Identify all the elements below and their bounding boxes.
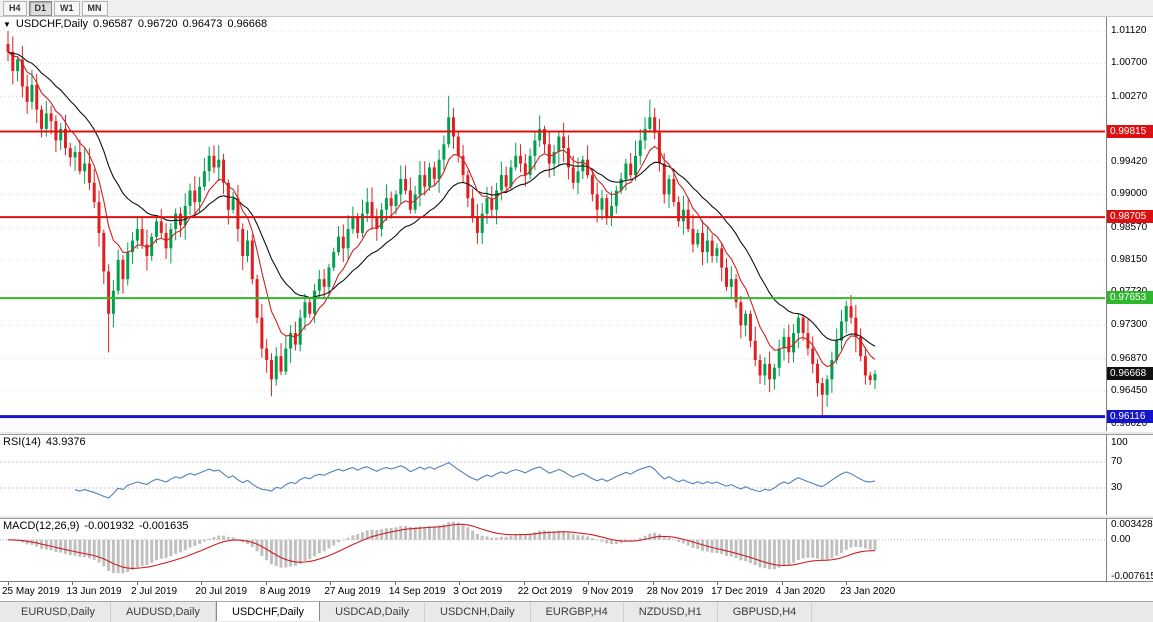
level-price-badge: 0.97653: [1107, 291, 1153, 305]
price-tick-label: 0.99000: [1111, 188, 1148, 200]
chart-tab-bar: EURUSD,Daily AUDUSD,Daily USDCHF,Daily USDC…: [0, 601, 1153, 622]
macd-axis-label: 0.003428: [1111, 519, 1153, 530]
rsi-axis-label: 100: [1111, 436, 1128, 448]
date-tick: [523, 582, 525, 585]
ohlc-low: 0.96473: [182, 18, 223, 30]
chart-symbol-period: USDCHF,Daily: [15, 18, 89, 30]
rsi-canvas[interactable]: [0, 435, 1105, 515]
level-price-badge: 0.98705: [1107, 210, 1153, 224]
price-gridlines: [0, 30, 1105, 425]
panel-splitter[interactable]: [0, 431, 1153, 435]
chart-tab-eurusd-daily[interactable]: EURUSD,Daily: [6, 602, 111, 622]
date-label: 17 Dec 2019: [711, 586, 768, 597]
date-tick: [717, 582, 719, 585]
date-label: 13 Jun 2019: [66, 586, 122, 597]
date-tick: [201, 582, 203, 585]
rsi-label: RSI(14): [3, 436, 41, 448]
date-label: 9 Nov 2019: [582, 586, 634, 597]
date-label: 20 Jul 2019: [195, 586, 248, 597]
chart-tab-eurgbp-h4[interactable]: EURGBP,H4: [531, 602, 624, 622]
date-tick: [8, 582, 9, 585]
price-tick-label: 1.01120: [1111, 25, 1147, 36]
date-label: 14 Sep 2019: [388, 586, 446, 597]
current-price-badge: 0.96668: [1107, 367, 1153, 381]
timeframe-button-w1[interactable]: W1: [54, 0, 80, 16]
level-price-badge: 0.96116: [1107, 409, 1153, 423]
timeframe-button-mn[interactable]: MN: [81, 0, 108, 16]
candles: [6, 31, 877, 416]
date-label: 2 Jul 2019: [130, 586, 178, 597]
price-tick-label: 0.96870: [1111, 352, 1148, 364]
price-tick-label: 0.97300: [1111, 319, 1148, 331]
chart-ohlc-header: ▼ USDCHF,Daily 0.96587 0.96720 0.96473 0…: [3, 18, 267, 30]
rsi-axis[interactable]: 100 70 30: [1106, 435, 1153, 515]
level-price-badge: 0.99815: [1107, 124, 1153, 138]
timeframe-toolbar: H4 D1 W1 MN: [0, 0, 1153, 17]
timeframe-button-d1[interactable]: D1: [28, 0, 53, 16]
date-tick: [136, 582, 138, 585]
chart-tab-gbpusd-h4[interactable]: GBPUSD,H4: [718, 602, 813, 622]
ohlc-open: 0.96587: [93, 18, 133, 30]
date-label: 25 May 2019: [2, 586, 60, 597]
macd-signal-line: [7, 523, 876, 569]
ma-fast-line: [7, 51, 876, 368]
price-axis[interactable]: 1.01120 1.00700 1.00270 0.99420 0.99000 0.985…: [1106, 17, 1153, 431]
macd-axis-label: 0.00: [1111, 533, 1131, 545]
rsi-line: [74, 461, 876, 499]
date-tick: [459, 582, 461, 585]
date-label: 3 Oct 2019: [453, 586, 503, 597]
macd-canvas[interactable]: [0, 519, 1105, 581]
timeframe-button-h4[interactable]: H4: [3, 0, 27, 16]
date-tick: [394, 582, 396, 585]
date-label: 8 Aug 2019: [259, 586, 311, 597]
date-tick: [588, 582, 590, 585]
date-tick: [330, 582, 332, 585]
date-label: 28 Nov 2019: [646, 586, 704, 597]
date-label: 27 Aug 2019: [324, 586, 381, 597]
macd-signal-value: -0.001635: [138, 520, 189, 532]
macd-axis-label: -0.007615: [1111, 571, 1153, 582]
date-label: 4 Jan 2020: [775, 586, 826, 597]
chart-tab-usdcnh-daily[interactable]: USDCNH,Daily: [425, 602, 531, 622]
rsi-header: RSI(14) 43.9376: [3, 436, 86, 448]
date-tick: [72, 582, 74, 585]
time-axis[interactable]: 25 May 2019 13 Jun 2019 2 Jul 2019 20 Jul 2…: [0, 581, 1153, 601]
chart-tab-nzdusd-h1[interactable]: NZDUSD,H1: [624, 602, 718, 622]
chart-tab-usdchf-daily[interactable]: USDCHF,Daily: [215, 602, 321, 621]
price-tick-label: 1.00270: [1111, 90, 1148, 102]
date-tick: [781, 582, 783, 585]
price-chart-canvas[interactable]: [0, 17, 1105, 431]
chart-tab-usdcad-daily[interactable]: USDCAD,Daily: [320, 602, 426, 622]
date-tick: [265, 582, 267, 585]
rsi-value: 43.9376: [45, 436, 86, 448]
macd-main-value: -0.001932: [84, 520, 134, 532]
macd-histogram: [6, 521, 877, 574]
panel-splitter[interactable]: [0, 515, 1153, 519]
macd-header: MACD(12,26,9) -0.001932 -0.001635: [3, 520, 189, 532]
price-tick-label: 0.98570: [1111, 221, 1148, 233]
price-chart-panel[interactable]: ▼ USDCHF,Daily 0.96587 0.96720 0.96473 0…: [0, 17, 1153, 431]
macd-panel[interactable]: MACD(12,26,9) -0.001932 -0.001635 0.0034…: [0, 519, 1153, 582]
ma-slow-line: [7, 51, 876, 347]
date-label: 22 Oct 2019: [517, 586, 573, 597]
date-label: 23 Jan 2020: [840, 586, 896, 597]
ohlc-close: 0.96668: [227, 18, 268, 30]
rsi-axis-label: 30: [1111, 482, 1123, 493]
chart-tab-audusd-daily[interactable]: AUDUSD,Daily: [111, 602, 216, 622]
price-tick-label: 0.98150: [1111, 253, 1148, 265]
price-tick-label: 0.99420: [1111, 156, 1148, 167]
rsi-panel[interactable]: RSI(14) 43.9376 100 70 30: [0, 435, 1153, 515]
one-click-trading-arrow[interactable]: ▼: [3, 19, 11, 29]
macd-label: MACD(12,26,9): [3, 520, 80, 532]
price-tick-label: 0.96450: [1111, 384, 1148, 396]
ohlc-high: 0.96720: [137, 18, 178, 30]
rsi-axis-label: 70: [1111, 456, 1123, 467]
price-tick-label: 0.96020: [1111, 418, 1148, 429]
date-tick: [652, 582, 654, 585]
price-tick-label: 1.00700: [1111, 57, 1148, 69]
date-tick: [846, 582, 848, 585]
macd-axis[interactable]: 0.003428 0.00 -0.007615: [1106, 519, 1153, 582]
